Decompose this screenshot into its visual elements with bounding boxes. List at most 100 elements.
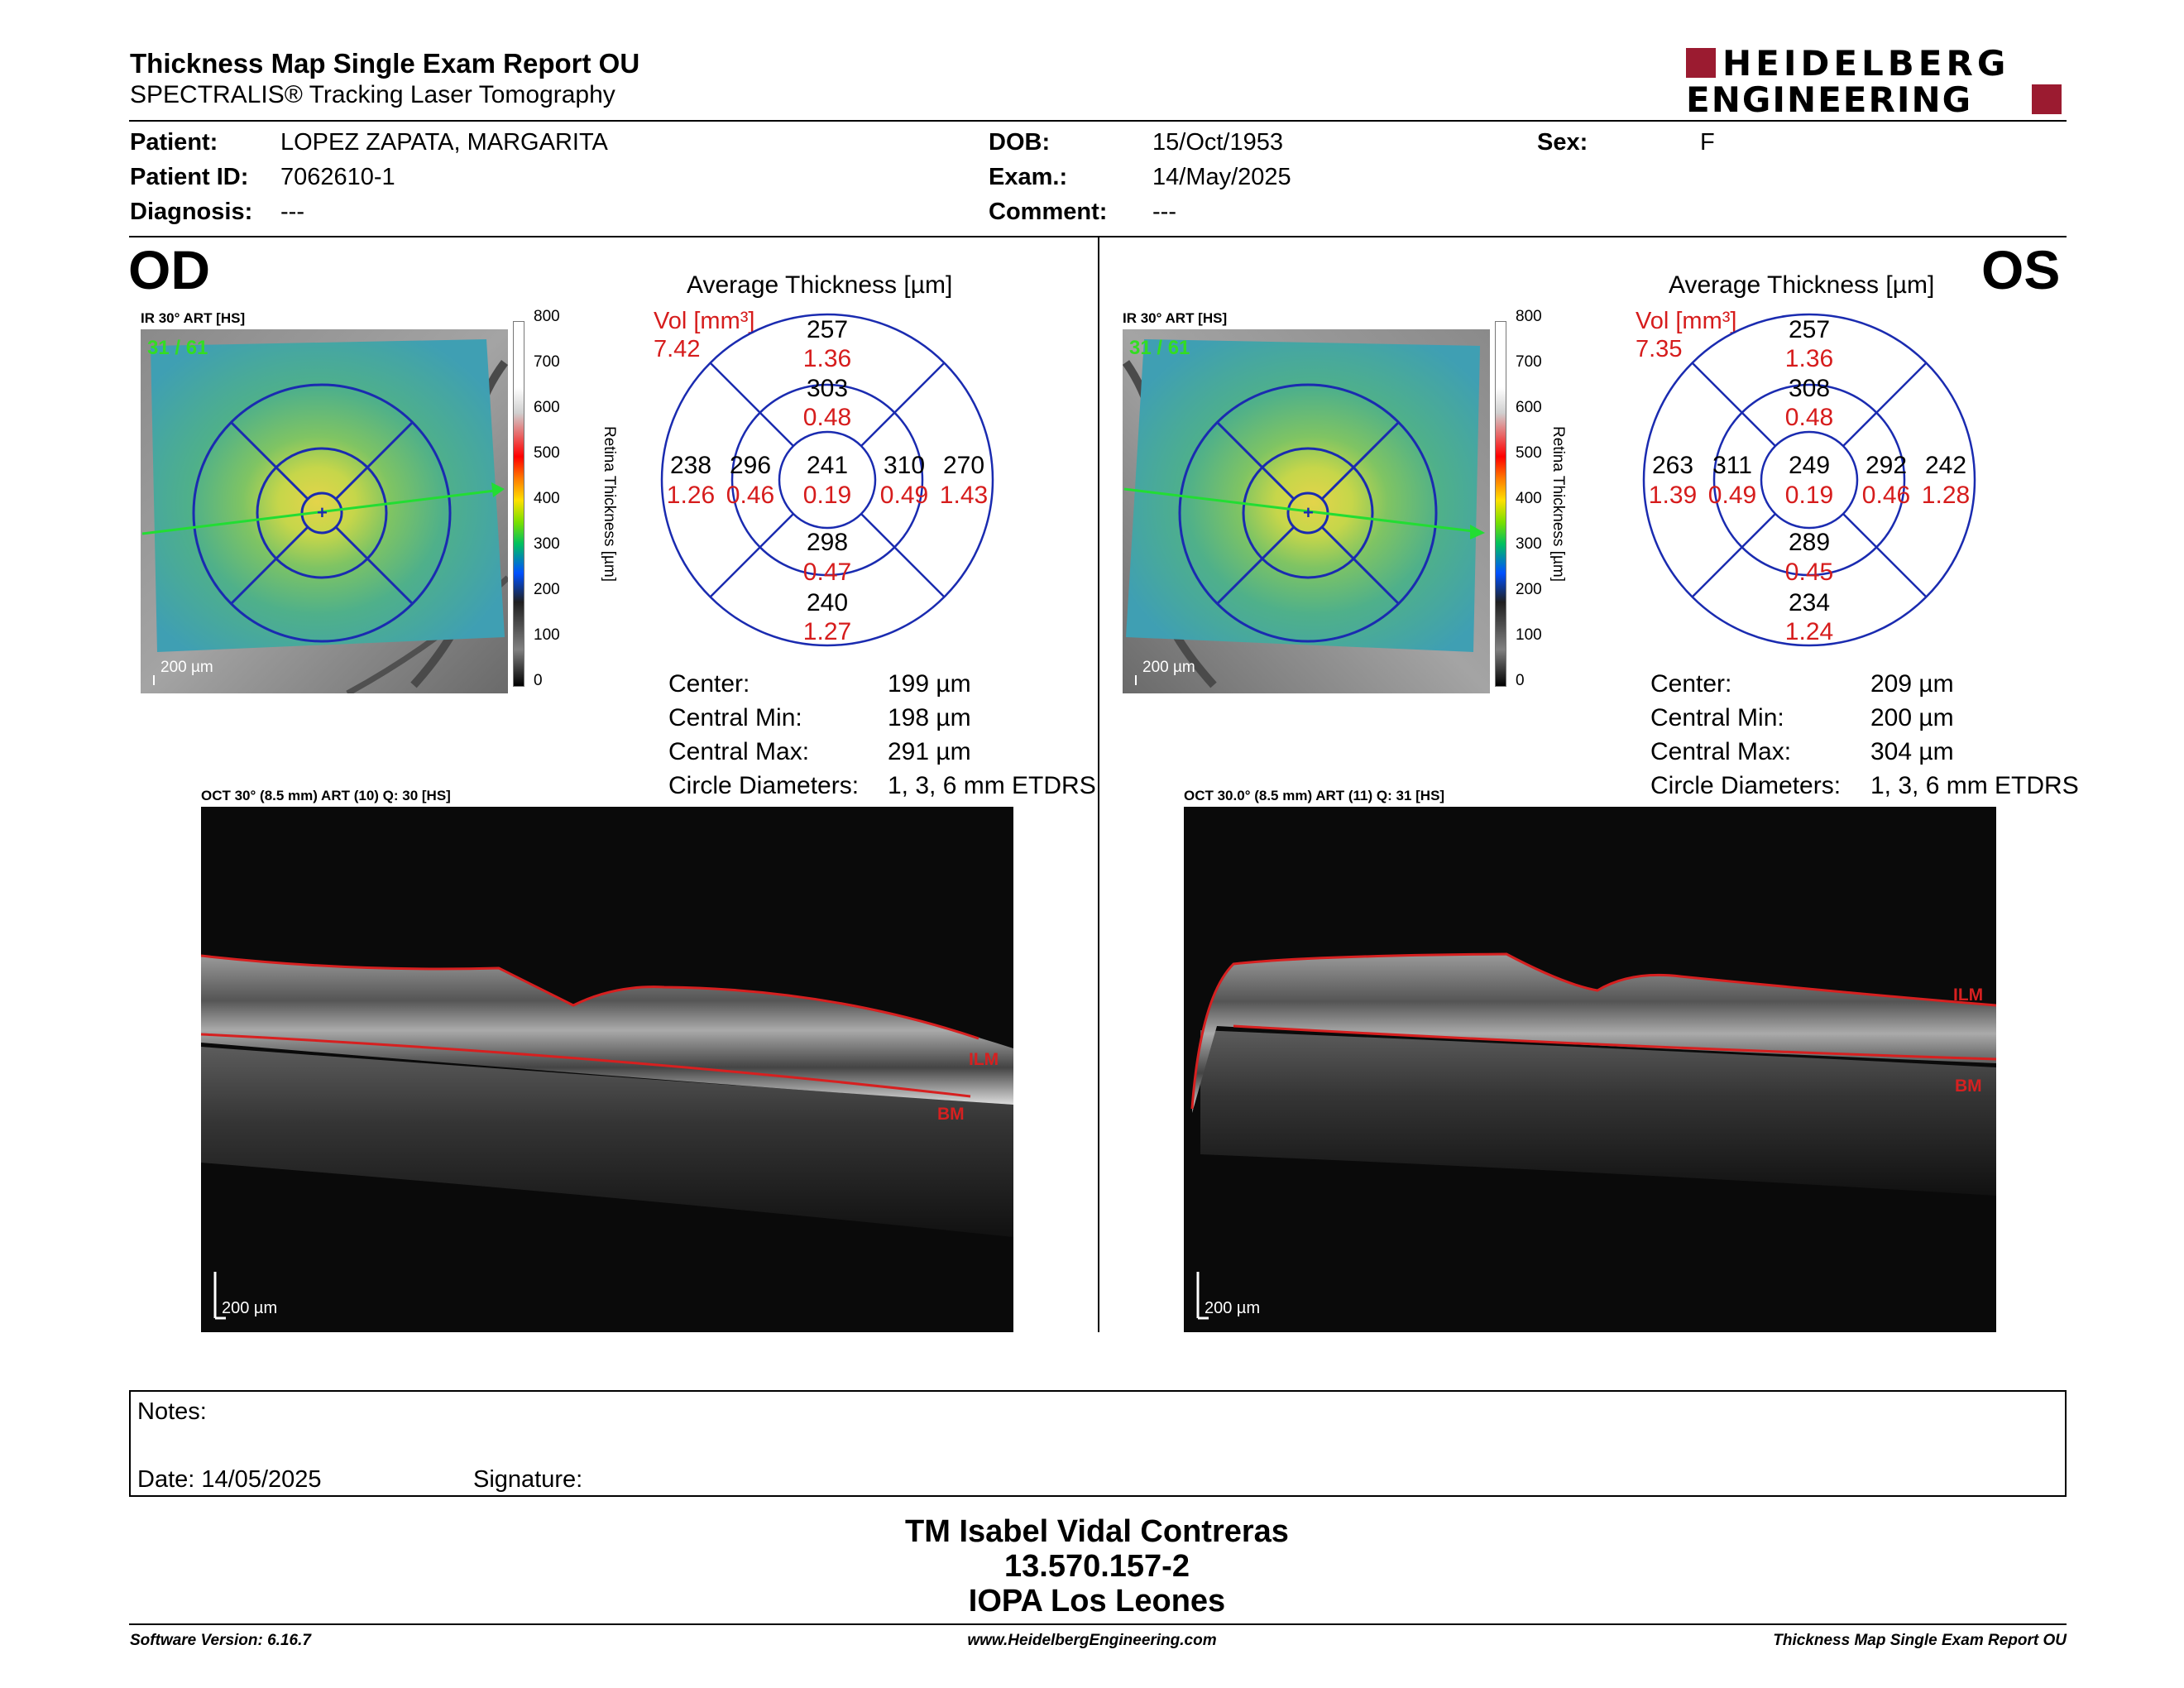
od-oct-ilm-line bbox=[201, 954, 979, 1040]
od-diam-label: Circle Diameters: bbox=[668, 772, 860, 799]
od-ir-caption: IR 30° ART [HS] bbox=[141, 310, 246, 326]
od-ir-scalebar: 200 µm bbox=[160, 659, 213, 676]
patient-id-label: Patient ID: bbox=[130, 164, 249, 190]
os-chart-inner bbox=[1712, 383, 1906, 577]
os-ir-caption: IR 30° ART [HS] bbox=[1123, 310, 1228, 326]
os-center-label: Center: bbox=[1650, 670, 1732, 698]
os-chart-diag-1 bbox=[1692, 362, 1776, 447]
od-tick-500: 500 bbox=[534, 444, 560, 462]
od-inner-sup-volume: 0.48 bbox=[803, 404, 851, 431]
od-inner-inf-thickness: 298 bbox=[807, 529, 848, 556]
os-outer-left-volume: 1.39 bbox=[1649, 482, 1697, 509]
od-oct-choroid bbox=[201, 1047, 1013, 1237]
logo-line1: HEIDELBERG bbox=[1722, 43, 2010, 84]
od-scale-ticks: 800 700 600 500 400 300 200 100 0 bbox=[534, 308, 567, 697]
patient-label: Patient: bbox=[130, 129, 218, 156]
software-version: Software Version: 6.16.7 bbox=[130, 1632, 311, 1649]
diagnosis-value: --- bbox=[280, 199, 304, 225]
od-etdrs-diag-2 bbox=[334, 525, 414, 606]
od-center-thickness: 241 bbox=[807, 452, 848, 479]
os-etdrs-diag-1 bbox=[1215, 420, 1296, 501]
od-tick-400: 400 bbox=[534, 490, 560, 507]
od-diam-value: 1, 3, 6 mm ETDRS bbox=[888, 772, 1096, 799]
od-inner-sup-thickness: 303 bbox=[807, 375, 848, 402]
notes-date: Date: 14/05/2025 bbox=[137, 1466, 322, 1493]
os-chart-diag-3 bbox=[1842, 362, 1927, 447]
dob-value: 15/Oct/1953 bbox=[1152, 129, 1283, 156]
od-etdrs-chart: 257 1.36 303 0.48 241 0.19 296 0.46 310 … bbox=[660, 313, 994, 647]
os-oct-ilm-label: ILM bbox=[1953, 985, 1983, 1005]
os-center-value: 209 µm bbox=[1870, 670, 1954, 698]
logo-line2: ENGINEERING bbox=[1686, 79, 1973, 120]
os-scan-arrow bbox=[1470, 525, 1485, 539]
sex-label: Sex: bbox=[1537, 129, 1588, 156]
os-chart-center bbox=[1760, 430, 1859, 530]
od-oct-ilm-label: ILM bbox=[969, 1050, 999, 1069]
od-chart-center bbox=[778, 430, 877, 530]
os-outer-inf-thickness: 234 bbox=[1789, 589, 1830, 616]
od-ir-count: 31 / 61 bbox=[147, 337, 208, 359]
od-tick-200: 200 bbox=[534, 581, 560, 598]
od-chart-inner bbox=[730, 383, 924, 577]
os-oct-ilm-line bbox=[1190, 952, 1996, 1110]
od-tick-0: 0 bbox=[534, 672, 543, 689]
os-ir-scalebar: 200 µm bbox=[1142, 659, 1195, 676]
exam-label: Exam.: bbox=[989, 164, 1068, 190]
od-chart-diag-4 bbox=[710, 513, 794, 597]
os-oct-scan: ILM BM 200 µm bbox=[1184, 807, 1996, 1332]
od-inner-right-volume: 0.49 bbox=[880, 482, 928, 509]
od-outer-left-volume: 1.26 bbox=[667, 482, 715, 509]
os-tick-200: 200 bbox=[1516, 581, 1542, 598]
notes-label: Notes: bbox=[137, 1398, 207, 1425]
od-color-scale bbox=[513, 321, 524, 687]
os-chart-diag-4 bbox=[1692, 513, 1776, 597]
os-outer-right-volume: 1.28 bbox=[1922, 482, 1970, 509]
od-etdrs-diag-4 bbox=[229, 525, 309, 606]
od-thickness-overlay bbox=[151, 339, 505, 652]
os-tick-300: 300 bbox=[1516, 535, 1542, 553]
website-url: www.HeidelbergEngineering.com bbox=[967, 1632, 1217, 1649]
od-etdrs-diag-3 bbox=[334, 420, 414, 501]
os-etdrs-inner-ring bbox=[1242, 447, 1374, 579]
report-subtitle: SPECTRALIS® Tracking Laser Tomography bbox=[130, 81, 615, 108]
od-scan-arrow bbox=[491, 482, 505, 497]
patient-divider bbox=[129, 236, 2067, 237]
od-scan-line bbox=[141, 488, 502, 535]
os-inner-inf-thickness: 289 bbox=[1789, 529, 1830, 556]
comment-value: --- bbox=[1152, 199, 1176, 225]
os-inner-left-volume: 0.49 bbox=[1708, 482, 1756, 509]
od-oct-caption: OCT 30° (8.5 mm) ART (10) Q: 30 [HS] bbox=[201, 788, 451, 803]
os-vol-label: Vol [mm³] bbox=[1636, 308, 1737, 334]
os-tick-700: 700 bbox=[1516, 353, 1542, 371]
os-min-value: 200 µm bbox=[1870, 704, 1954, 731]
os-thickness-map: + 31 / 61 200 µm bbox=[1123, 329, 1490, 693]
os-etdrs-diag-3 bbox=[1320, 420, 1401, 501]
os-eye-label: OS bbox=[1981, 239, 2061, 300]
os-ir-count: 31 / 61 bbox=[1129, 337, 1190, 359]
od-outer-right-volume: 1.43 bbox=[940, 482, 988, 509]
od-oct-scan: ILM BM 200 µm bbox=[201, 807, 1013, 1332]
os-oct-bm-label: BM bbox=[1955, 1077, 1982, 1096]
os-tick-0: 0 bbox=[1516, 672, 1525, 689]
patient-name: LOPEZ ZAPATA, MARGARITA bbox=[280, 129, 608, 156]
od-tick-800: 800 bbox=[534, 308, 560, 325]
od-etdrs-outer-ring bbox=[192, 383, 452, 643]
os-outer-inf-volume: 1.24 bbox=[1785, 618, 1833, 645]
os-tick-600: 600 bbox=[1516, 399, 1542, 416]
logo-square-bottom bbox=[2032, 84, 2062, 114]
diagnosis-label: Diagnosis: bbox=[130, 199, 253, 225]
od-thickness-map: + 31 / 61 200 µm bbox=[141, 329, 508, 693]
footer-report-name: Thickness Map Single Exam Report OU bbox=[1773, 1632, 2067, 1649]
od-tick-600: 600 bbox=[534, 399, 560, 416]
os-outer-sup-volume: 1.36 bbox=[1785, 345, 1833, 372]
os-tick-400: 400 bbox=[1516, 490, 1542, 507]
os-vol-value: 7.35 bbox=[1636, 336, 1683, 362]
od-scale-label: Retina Thickness [µm] bbox=[601, 426, 618, 582]
os-inner-sup-volume: 0.48 bbox=[1785, 404, 1833, 431]
od-center-volume: 0.19 bbox=[803, 482, 851, 509]
os-center-volume: 0.19 bbox=[1785, 482, 1833, 509]
os-inner-right-volume: 0.46 bbox=[1862, 482, 1910, 509]
od-tick-100: 100 bbox=[534, 626, 560, 644]
os-tick-100: 100 bbox=[1516, 626, 1542, 644]
report-title: Thickness Map Single Exam Report OU bbox=[130, 48, 640, 79]
